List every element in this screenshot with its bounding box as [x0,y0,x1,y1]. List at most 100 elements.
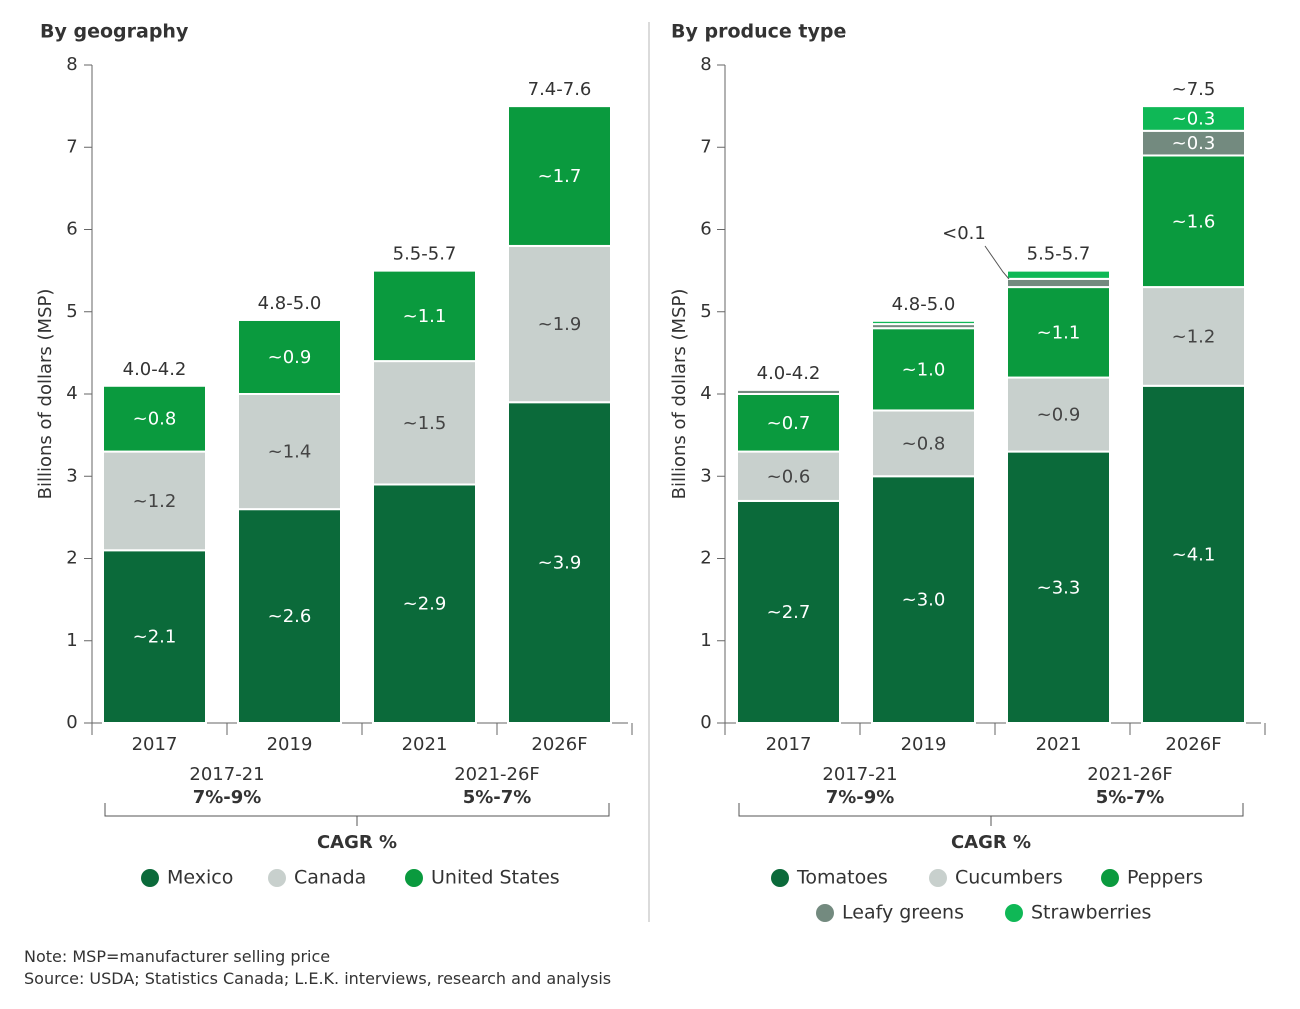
panel1-legend-canada-label: Canada [294,867,366,889]
panel2-bar-tomatoes-2026f [1141,384,1246,724]
panel2-bar-value-label: ~4.1 [1172,544,1216,565]
footer-note: Note: MSP=manufacturer selling price [24,947,331,966]
panel2-bar-leafy-greens-2017 [736,388,841,396]
panel1-y-tick-label: 5 [66,301,77,322]
panel1-cagr-period: 2021-26F [454,764,540,785]
panel1-bar-united-states-2019 [237,318,342,396]
panel1-bar-total-label: 4.8-5.0 [258,293,322,314]
panel1-bar-mexico-2026f [507,401,612,724]
panel1-bar-value-label: ~0.9 [268,347,312,368]
panel2-cagr-bracket [738,803,1244,817]
panel2-y-tick-label: 8 [700,54,711,75]
panel1-bar-value-label: ~1.2 [133,491,177,512]
panel1-cagr-title: CAGR % [317,832,397,853]
panel2-y-tick-label: 7 [700,136,711,157]
panel1-cagr-value: 7%-9% [193,787,262,808]
panel1-y-axis-title: Billions of dollars (MSP) [35,289,56,500]
panel1-bar-value-label: ~0.8 [133,409,177,430]
panel2-cagr-value: 7%-9% [826,787,895,808]
panel2-bar-value-label: ~0.6 [767,466,811,487]
panel2-cagr-value: 5%-7% [1096,787,1165,808]
panel1-bar-canada-2026f [507,244,612,404]
panel2-y-tick-label: 6 [700,219,711,240]
panel1-bar-value-label: ~1.5 [403,413,447,434]
panel2-bar-strawberries-2019 [871,319,976,326]
panel1-y-tick-label: 2 [66,548,77,569]
panel1-bar-canada-2019 [237,393,342,511]
panel1-bar-value-label: ~2.6 [268,606,312,627]
panel1-y-tick-label: 0 [66,712,77,733]
panel2-bar-value-label: ~0.3 [1172,133,1216,154]
panel1-bar-total-label: 7.4-7.6 [528,79,592,100]
panel1-bar-mexico-2017 [102,549,207,725]
panel2-legend-cucumbers-marker [929,869,947,887]
charts-canvas: By geography 0 1 2 3 4 5 6 7 8 Billions of dollars… [35,21,1266,924]
panel1-bar-value-label: ~1.9 [538,314,582,335]
panel2-bar-tomatoes-2021 [1006,450,1111,724]
panel2-annotation-label: <0.1 [942,223,986,244]
panel1-cagr-period: 2017-21 [189,764,264,785]
panel1-bar-value-label: ~2.1 [133,627,177,648]
panel1-y-tick-label: 6 [66,219,77,240]
panel2-y-tick-label: 2 [700,548,711,569]
panel2-bar-value-label: ~1.6 [1172,211,1216,232]
panel2-bar-value-label: ~0.8 [902,433,946,454]
panel2-x-tick-label: 2026F [1165,734,1221,755]
panel1-y-tick-label: 1 [66,630,77,651]
panel1-bar-united-states-2026f [507,105,612,247]
footer-source: Source: USDA; Statistics Canada; L.E.K. … [24,969,612,988]
panel2-legend-peppers-label: Peppers [1127,867,1203,889]
panel1-bar-value-label: ~1.4 [268,442,312,463]
panel2-bar-tomatoes-2019 [871,475,976,724]
panel2-legend-leafy-greens-label: Leafy greens [842,902,964,924]
panel2-cagr-title: CAGR % [951,832,1031,853]
panel2-bar-total-label: ~7.5 [1172,79,1216,100]
panel2-bar-value-label: ~0.7 [767,413,811,434]
panel2-bar-value-label: ~1.1 [1037,322,1081,343]
panel2-x-tick-label: 2019 [901,734,947,755]
panel2-legend-tomatoes-marker [771,869,789,887]
panel1-bar-canada-2017 [102,450,207,552]
panel1-title: By geography [40,21,189,43]
panel1-x-tick-label: 2026F [531,734,587,755]
panel2-bar-value-label: ~0.3 [1172,108,1216,129]
panel1-cagr-bracket [104,803,610,817]
panel1-bar-united-states-2017 [102,384,207,453]
panel1-y-tick-label: 4 [66,383,77,404]
panel2-bar-peppers-2026f [1141,154,1246,289]
panel2-y-tick-label: 3 [700,465,711,486]
panel2-bar-value-label: ~2.7 [767,602,811,623]
panel2-bar-peppers-2021 [1006,286,1111,379]
panel2-bar-strawberries-2021 [1006,269,1111,280]
panel1-bar-total-label: 4.0-4.2 [123,359,187,380]
panel2-cagr-period: 2021-26F [1087,764,1173,785]
footer: Note: MSP=manufacturer selling price Sou… [24,946,611,990]
panel2-legend-tomatoes-label: Tomatoes [796,867,888,889]
panel2-bar-peppers-2019 [871,327,976,412]
panel1-legend-canada-marker [268,869,286,887]
panel1-x-tick-label: 2021 [402,734,448,755]
panel2-bar-total-label: 5.5-5.7 [1027,244,1091,265]
panel1-bar-value-label: ~3.9 [538,553,582,574]
panel2-bar-value-label: ~1.2 [1172,326,1216,347]
panel2-bar-cucumbers-2021 [1006,376,1111,453]
panel2-bar-value-label: ~1.0 [902,359,946,380]
panel2-bar-cucumbers-2017 [736,450,841,502]
panel1-y-tick-label: 3 [66,465,77,486]
panel1-bar-total-label: 5.5-5.7 [393,244,457,265]
panel1-y-tick-label: 8 [66,54,77,75]
panel1-legend-united-states-marker [405,869,423,887]
panel2-bar-total-label: 4.0-4.2 [757,363,821,384]
panel1-bar-canada-2021 [372,360,477,486]
panel2-x-tick-label: 2017 [766,734,812,755]
panel2-annotation-leader-line [984,245,1010,280]
panel2-y-tick-label: 0 [700,712,711,733]
panel2-legend-leafy-greens-marker [816,904,834,922]
panel2-y-tick-label: 4 [700,383,711,404]
panel2-bar-strawberries-2026f [1141,105,1246,132]
panel2-legend-strawberries-marker [1005,904,1023,922]
panel2-legend-peppers-marker [1101,869,1119,887]
panel2-title: By produce type [671,21,846,43]
panel2-cagr-period: 2017-21 [822,764,897,785]
